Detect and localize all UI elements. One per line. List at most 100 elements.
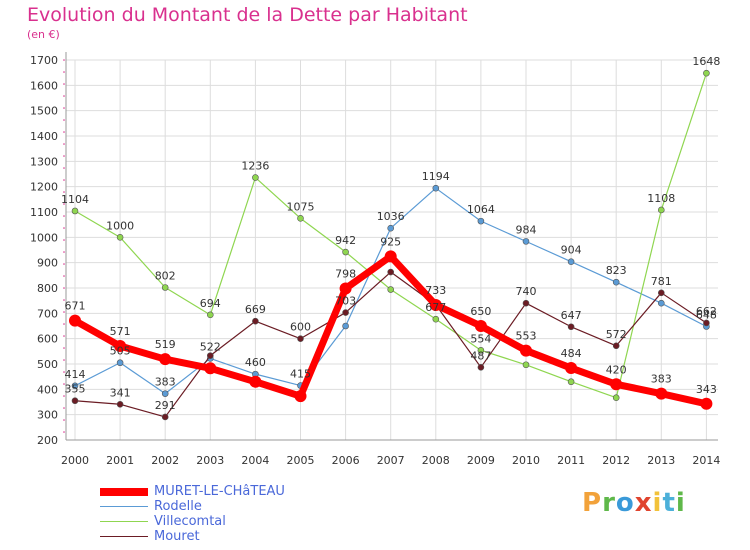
y-tick-label: 800 [37,282,58,295]
y-tick-label: 1300 [30,155,58,168]
axis-dot [63,215,65,217]
axis-dot [63,287,65,289]
data-label: 1075 [287,200,315,213]
axis-dot [63,407,65,409]
axis-dot [63,155,65,157]
data-point [342,248,349,256]
y-tick-label: 200 [37,434,58,447]
data-point [387,268,395,276]
legend-label: Rodelle [154,499,202,514]
axis-dot [63,431,65,433]
x-tick-label: 2004 [241,454,269,467]
data-label: 925 [380,235,401,248]
data-point [161,413,169,421]
data-point [114,340,127,353]
data-label: 1236 [241,160,269,173]
data-label: 522 [200,340,221,353]
logo-letter: t [662,488,676,518]
x-tick-label: 2002 [151,454,179,467]
data-label: 984 [516,223,537,236]
axis-dot [63,275,65,277]
data-point [432,184,440,192]
x-tick-label: 2000 [61,454,89,467]
data-point [477,363,485,371]
axis-dot [63,251,65,253]
data-point [161,390,169,397]
y-tick-label: 1400 [30,130,58,143]
data-point [204,362,217,375]
legend-item-muret-le-chateau[interactable]: MURET-LE-CHâTEAU [100,484,285,499]
data-label: 650 [470,305,491,318]
data-label: 341 [110,386,131,399]
axis-dot [63,107,65,109]
data-point [567,323,575,331]
data-point [252,174,259,181]
data-point [116,359,124,367]
data-label: 1104 [61,193,89,206]
data-label: 648 [696,309,717,322]
data-point [207,311,214,319]
data-point [387,224,395,232]
legend-label: MURET-LE-CHâTEAU [154,484,285,499]
legend-item-villecomtal[interactable]: Villecomtal [100,514,285,529]
data-point [703,69,710,77]
data-label: 740 [516,285,537,298]
y-tick-label: 900 [37,257,58,270]
x-tick-label: 2009 [467,454,495,467]
data-label: 355 [65,383,86,396]
proxiti-logo: Proxiti [582,488,686,518]
data-point [477,217,485,225]
x-tick-label: 2010 [512,454,540,467]
legend-item-mouret[interactable]: Mouret [100,529,285,544]
x-tick-label: 2007 [377,454,405,467]
data-label: 694 [200,297,221,310]
y-tick-label: 400 [37,383,58,396]
logo-letter: P [582,488,603,518]
data-label: 1064 [467,203,495,216]
axis-dot [63,227,65,229]
y-tick-label: 300 [37,409,58,422]
data-label: 572 [606,328,627,341]
axis-dot [63,59,65,61]
x-tick-label: 2001 [106,454,134,467]
data-point [429,298,442,311]
legend-swatch [100,506,148,507]
logo-letter: o [615,488,635,518]
data-point [116,234,124,241]
data-point [384,250,397,263]
data-point [339,282,352,295]
data-label-layer: 671 571 519 798 925 733 650 553 484 420 383 343 414 5… [61,55,720,412]
chart-title: Evolution du Montant de la Dette par Hab… [27,4,468,26]
data-point [249,375,262,388]
data-point [700,397,713,410]
axis-dot [63,323,65,325]
data-label: 383 [651,373,672,386]
data-label: 554 [470,332,491,345]
data-point [610,378,623,391]
data-point [522,238,530,245]
data-point [567,258,575,265]
data-label: 1648 [692,55,720,68]
data-point [69,314,81,327]
data-label: 1194 [422,170,450,183]
data-point [161,284,169,291]
data-label: 823 [606,264,627,277]
data-point [657,206,665,214]
data-point [703,319,710,327]
axis-dot [63,179,65,181]
data-point [294,390,307,403]
y-tick-label: 1100 [30,206,58,219]
x-tick-label: 2014 [692,454,720,467]
axis-dot [63,383,65,385]
chart-subtitle: (en €) [27,28,60,41]
data-label: 505 [110,345,131,358]
legend-item-rodelle[interactable]: Rodelle [100,499,285,514]
legend-swatch [100,521,148,522]
series-layer [69,69,713,421]
axis-dot [63,239,65,241]
legend: MURET-LE-CHâTEAU Rodelle Villecomtal Mou… [100,484,285,544]
legend-label: Mouret [154,529,200,544]
axis-dot [63,263,65,265]
axis-dot [63,335,65,337]
axis-layer: 200 300 400 500 600 700 800 900 1000 1100 1200 1300… [30,52,720,467]
